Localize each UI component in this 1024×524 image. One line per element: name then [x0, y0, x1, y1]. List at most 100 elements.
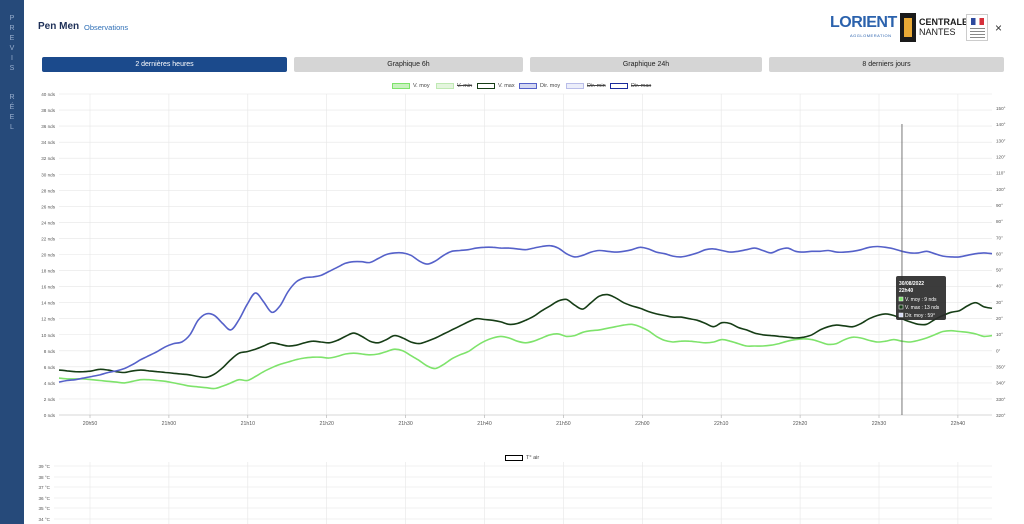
legend-swatch	[392, 82, 410, 89]
page-subtitle: Observations	[84, 23, 129, 32]
y-tick-label: 12 nds	[41, 317, 55, 322]
republique-francaise-logo	[966, 14, 988, 41]
centrale-mark-icon	[900, 13, 916, 42]
series-line-dir-moy	[58, 244, 993, 383]
y-tick-label: 10 nds	[41, 333, 55, 338]
tooltip-title: 30/08/2022	[899, 281, 924, 287]
y2-tick-label: 30°	[996, 300, 1003, 305]
temperature-legend: T° air	[505, 454, 565, 464]
tab-2-dernieres-heures[interactable]: 2 dernières heures	[42, 57, 287, 72]
legend-item-v-max[interactable]: V. max	[477, 82, 515, 92]
y2-tick-label: 120°	[996, 154, 1006, 159]
lorient-logo: LORIENT AGGLOMERATION	[830, 14, 897, 42]
y2-tick-label: 350°	[996, 365, 1006, 370]
y2-tick-label: 150°	[996, 106, 1006, 111]
legend-swatch	[566, 82, 584, 89]
tooltip-line: V. max : 13 nds	[905, 305, 940, 311]
temp-y-tick-label: 34 °C	[38, 517, 50, 522]
y-tick-label: 24 nds	[41, 220, 55, 225]
legend-swatch	[610, 82, 628, 89]
legend-swatch	[477, 82, 495, 89]
legend-label: Dir. moy	[540, 83, 561, 89]
legend-label: V. moy	[413, 83, 430, 89]
legend-swatch	[519, 82, 537, 89]
tab-graphique-6h[interactable]: Graphique 6h	[294, 57, 523, 72]
y2-tick-label: 90°	[996, 203, 1003, 208]
temperature-chart: 34 °C 35 °C 36 °C 37 °C 38 °C 39 °C	[38, 462, 992, 524]
y2-tick-label: 80°	[996, 219, 1003, 224]
y-tick-label: 32 nds	[41, 156, 55, 161]
y2-tick-label: 60°	[996, 251, 1003, 256]
y-tick-label: 20 nds	[41, 253, 55, 258]
y-tick-label: 40 nds	[41, 92, 55, 97]
legend-item-dir-moy[interactable]: Dir. moy	[519, 82, 560, 92]
y2-tick-label: 130°	[996, 138, 1006, 143]
temp-y-tick-label: 39 °C	[38, 464, 50, 469]
y2-tick-label: 340°	[996, 381, 1006, 386]
wind-chart: 0 nds 2 nds 4 nds 6 nds 8 nds 10 nds 12 nds 14 …	[41, 92, 1006, 427]
y2-tick-label: 40°	[996, 284, 1003, 289]
y2-tick-label: 330°	[996, 397, 1006, 402]
y-tick-label: 30 nds	[41, 172, 55, 177]
temp-y-tick-label: 37 °C	[38, 485, 50, 490]
y-tick-label: 0 nds	[44, 413, 56, 418]
y-tick-label: 22 nds	[41, 236, 55, 241]
y-tick-label: 28 nds	[41, 188, 55, 193]
x-tick-label: 22h30	[872, 421, 887, 427]
y2-tick-label: 10°	[996, 332, 1003, 337]
y2-tick-label: 70°	[996, 235, 1003, 240]
tooltip-box	[896, 276, 946, 320]
logo-text-lines	[970, 28, 985, 38]
centrale-logo-text: CENTRALE	[919, 17, 968, 27]
legend-item-v-moy[interactable]: V. moy	[392, 82, 430, 92]
tooltip-swatch	[898, 296, 904, 302]
observation-panel: Pen Men Observations LORIENT AGGLOMERATI…	[24, 0, 1024, 524]
chart-grid	[59, 93, 992, 416]
x-tick-label: 20h50	[83, 421, 98, 427]
legend-label: V. max	[498, 83, 515, 89]
temp-y-tick-label: 36 °C	[38, 496, 50, 501]
series-line-v-moy	[58, 323, 993, 390]
x-tick-label: 22h20	[793, 421, 808, 427]
legend-swatch	[505, 454, 523, 461]
y-tick-label: 34 nds	[41, 140, 55, 145]
legend-label: T° air	[526, 455, 540, 461]
y2-tick-label: 50°	[996, 268, 1003, 273]
lorient-logo-text: LORIENT	[830, 14, 897, 31]
x-tick-label: 21h00	[162, 421, 177, 427]
legend-label: V. min	[457, 83, 473, 89]
y-tick-label: 18 nds	[41, 269, 55, 274]
y-tick-label: 26 nds	[41, 204, 55, 209]
temp-y-tick-label: 38 °C	[38, 475, 50, 480]
x-tick-label: 21h20	[319, 421, 334, 427]
x-tick-label: 22h00	[635, 421, 650, 427]
tab-graphique-24h[interactable]: Graphique 24h	[530, 57, 762, 72]
chart-tabs: 2 dernières heures Graphique 6h Graphiqu…	[42, 57, 1004, 72]
nantes-logo-text: NANTES	[919, 27, 956, 37]
tooltip-line: V. moy : 9 nds	[905, 297, 937, 303]
lorient-logo-subtext: AGGLOMERATION	[850, 33, 892, 38]
x-tick-label: 21h40	[477, 421, 492, 427]
x-tick-label: 21h30	[398, 421, 413, 427]
tooltip-swatch	[898, 304, 904, 310]
y-tick-label: 6 nds	[44, 365, 56, 370]
x-tick-label: 21h50	[556, 421, 571, 427]
tooltip-swatch	[898, 312, 904, 318]
legend-item-dir-max[interactable]: Dir. max	[610, 82, 651, 92]
series-line-v-max	[58, 293, 993, 379]
tab-8-derniers-jours[interactable]: 8 derniers jours	[769, 57, 1004, 72]
temp-y-tick-label: 35 °C	[38, 506, 50, 511]
x-tick-label: 22h40	[951, 421, 966, 427]
tooltip-line: Dir. moy : 59°	[905, 313, 935, 319]
x-tick-label: 21h10	[241, 421, 256, 427]
legend-item-t-air[interactable]: T° air	[505, 454, 539, 464]
chart-legend: V. moy V. min V. max Dir. moy Dir. min D…	[392, 82, 672, 92]
legend-item-v-min[interactable]: V. min	[436, 82, 472, 92]
y-tick-label: 2 nds	[44, 397, 56, 402]
y-tick-label: 38 nds	[41, 108, 55, 113]
close-icon[interactable]: ×	[995, 21, 1003, 35]
legend-item-dir-min[interactable]: Dir. min	[566, 82, 606, 92]
